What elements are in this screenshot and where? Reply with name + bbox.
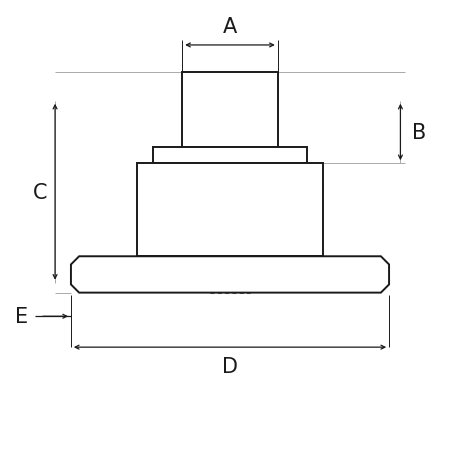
Text: B: B bbox=[411, 123, 425, 143]
Text: A: A bbox=[223, 17, 236, 37]
Text: C: C bbox=[33, 182, 47, 202]
Polygon shape bbox=[182, 73, 277, 148]
Polygon shape bbox=[136, 164, 323, 257]
Text: D: D bbox=[222, 357, 237, 376]
Polygon shape bbox=[152, 148, 307, 164]
Text: E: E bbox=[15, 307, 28, 326]
Polygon shape bbox=[71, 257, 388, 293]
